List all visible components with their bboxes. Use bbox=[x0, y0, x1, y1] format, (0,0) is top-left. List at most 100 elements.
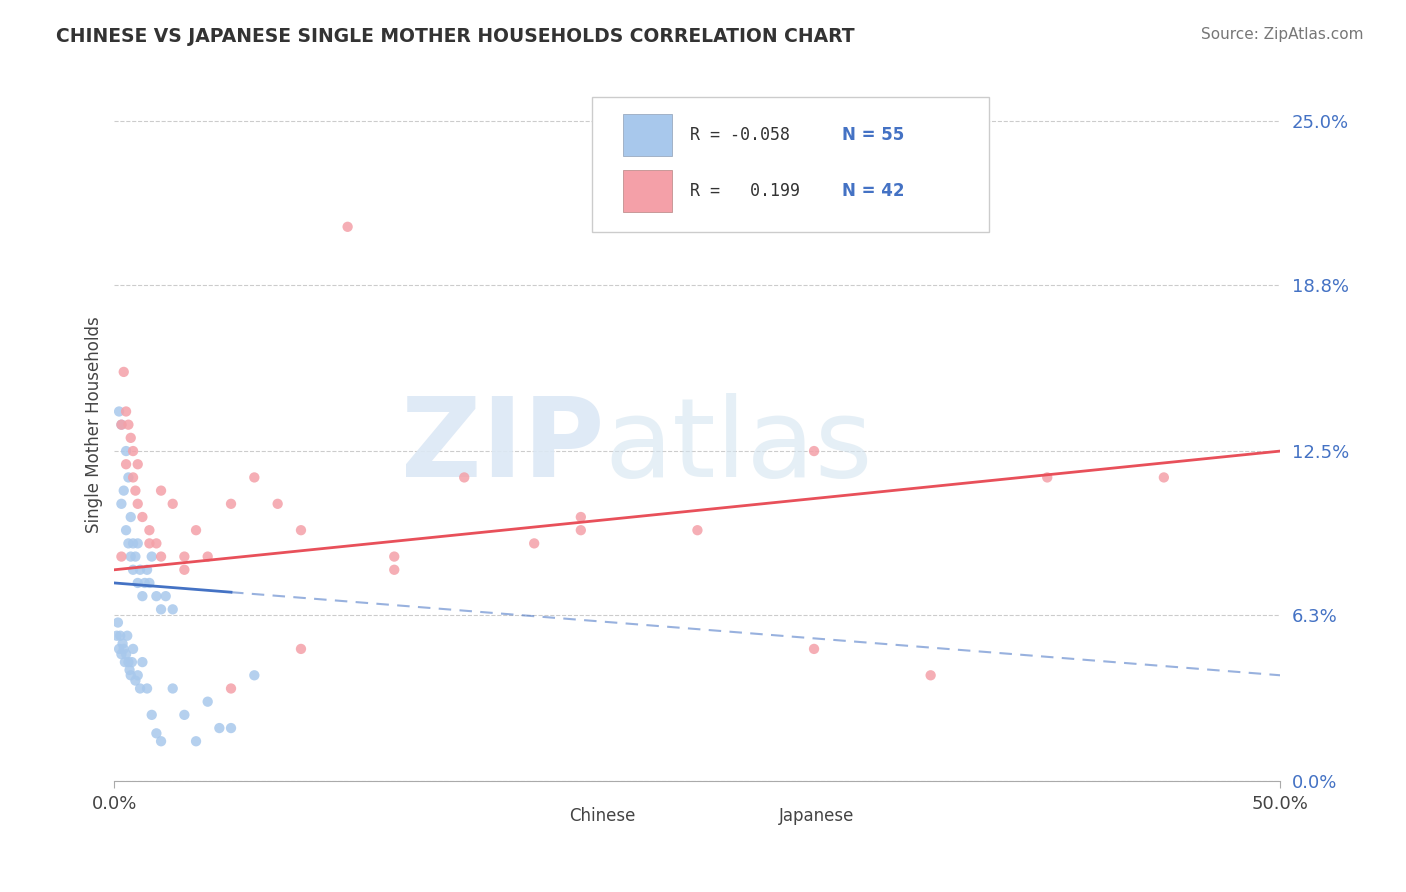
Point bbox=[150, 602, 173, 616]
Point bbox=[184, 734, 207, 748]
Text: ZIP: ZIP bbox=[401, 392, 605, 500]
Point bbox=[122, 536, 145, 550]
Point bbox=[117, 536, 139, 550]
Point bbox=[110, 497, 132, 511]
Point bbox=[129, 681, 152, 696]
Point bbox=[105, 629, 128, 643]
Text: atlas: atlas bbox=[605, 392, 873, 500]
Point bbox=[117, 655, 139, 669]
Point bbox=[108, 641, 131, 656]
Point bbox=[150, 549, 173, 564]
Text: Source: ZipAtlas.com: Source: ZipAtlas.com bbox=[1201, 27, 1364, 42]
FancyBboxPatch shape bbox=[509, 799, 558, 832]
Point bbox=[115, 647, 138, 661]
Point bbox=[122, 563, 145, 577]
Text: Japanese: Japanese bbox=[779, 806, 855, 825]
Point bbox=[115, 629, 138, 643]
Point bbox=[1036, 470, 1059, 484]
Point bbox=[110, 629, 132, 643]
Point bbox=[686, 523, 709, 537]
Point bbox=[920, 668, 942, 682]
Point bbox=[150, 734, 173, 748]
Text: CHINESE VS JAPANESE SINGLE MOTHER HOUSEHOLDS CORRELATION CHART: CHINESE VS JAPANESE SINGLE MOTHER HOUSEH… bbox=[56, 27, 855, 45]
Point bbox=[243, 470, 266, 484]
Point bbox=[120, 431, 142, 445]
Point bbox=[173, 563, 195, 577]
Point bbox=[112, 641, 135, 656]
Point bbox=[1153, 470, 1175, 484]
Point bbox=[136, 681, 159, 696]
Point bbox=[219, 721, 242, 735]
FancyBboxPatch shape bbox=[592, 97, 988, 232]
Point bbox=[120, 549, 142, 564]
Point bbox=[197, 549, 219, 564]
Point bbox=[290, 523, 312, 537]
Point bbox=[112, 365, 135, 379]
Point bbox=[138, 523, 160, 537]
Point bbox=[219, 681, 242, 696]
Point bbox=[115, 523, 138, 537]
Point bbox=[122, 444, 145, 458]
Point bbox=[110, 549, 132, 564]
FancyBboxPatch shape bbox=[718, 799, 768, 832]
Text: R =   0.199: R = 0.199 bbox=[690, 182, 800, 200]
Point bbox=[108, 404, 131, 418]
FancyBboxPatch shape bbox=[623, 170, 672, 212]
Point bbox=[115, 444, 138, 458]
Text: N = 55: N = 55 bbox=[842, 127, 904, 145]
Point bbox=[208, 721, 231, 735]
Point bbox=[136, 563, 159, 577]
Point bbox=[141, 549, 163, 564]
Point bbox=[131, 589, 153, 603]
Point bbox=[219, 497, 242, 511]
Y-axis label: Single Mother Households: Single Mother Households bbox=[86, 317, 103, 533]
Point bbox=[155, 589, 177, 603]
Point bbox=[127, 497, 149, 511]
Point bbox=[131, 655, 153, 669]
Point bbox=[145, 589, 167, 603]
Point bbox=[145, 726, 167, 740]
Point bbox=[290, 641, 312, 656]
Point bbox=[107, 615, 129, 630]
Text: R = -0.058: R = -0.058 bbox=[690, 127, 790, 145]
Point bbox=[131, 510, 153, 524]
Point bbox=[127, 668, 149, 682]
Point bbox=[197, 695, 219, 709]
Point bbox=[453, 470, 475, 484]
Point bbox=[117, 417, 139, 432]
Point bbox=[118, 663, 141, 677]
Point bbox=[120, 510, 142, 524]
Point bbox=[134, 576, 156, 591]
Point bbox=[124, 549, 146, 564]
Point bbox=[111, 637, 134, 651]
Text: Chinese: Chinese bbox=[569, 806, 636, 825]
Point bbox=[117, 470, 139, 484]
Point bbox=[115, 457, 138, 471]
Point bbox=[127, 576, 149, 591]
Point bbox=[124, 483, 146, 498]
Point bbox=[145, 536, 167, 550]
Point bbox=[569, 523, 592, 537]
Point bbox=[162, 681, 184, 696]
Point bbox=[110, 647, 132, 661]
Point bbox=[112, 483, 135, 498]
Point bbox=[110, 417, 132, 432]
Point bbox=[110, 417, 132, 432]
Point bbox=[122, 641, 145, 656]
Point bbox=[382, 563, 405, 577]
Point bbox=[115, 404, 138, 418]
Point bbox=[124, 673, 146, 688]
Point bbox=[129, 563, 152, 577]
Point bbox=[138, 576, 160, 591]
Point bbox=[569, 510, 592, 524]
Text: N = 42: N = 42 bbox=[842, 182, 904, 200]
Point bbox=[138, 536, 160, 550]
Point bbox=[184, 523, 207, 537]
Point bbox=[120, 668, 142, 682]
Point bbox=[173, 549, 195, 564]
Point bbox=[122, 470, 145, 484]
Point bbox=[162, 602, 184, 616]
Point bbox=[803, 641, 825, 656]
Point bbox=[162, 497, 184, 511]
Point bbox=[382, 549, 405, 564]
